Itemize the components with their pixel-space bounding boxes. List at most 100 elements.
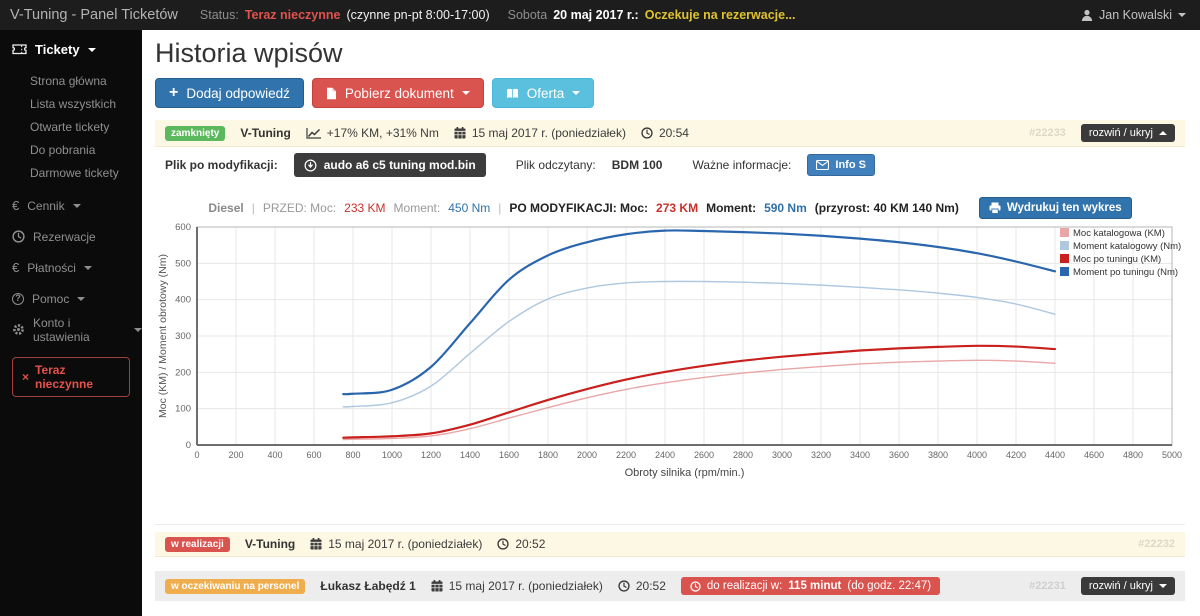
after-torque-label: Moment:	[706, 201, 757, 215]
tickets-submenu: Strona główna Lista wszystkich Otwarte t…	[0, 69, 142, 184]
status-label: Status:	[199, 8, 239, 22]
chevron-down-icon	[134, 327, 142, 332]
sidebar-item-help[interactable]: ? Pomoc	[0, 283, 142, 314]
question-icon: ?	[12, 292, 24, 305]
closed-now-button[interactable]: × Teraz nieczynne	[12, 357, 130, 397]
svg-text:800: 800	[345, 450, 360, 460]
svg-text:4200: 4200	[1006, 450, 1026, 460]
calendar-icon	[454, 127, 466, 139]
ticket-time: 20:52	[618, 579, 666, 593]
user-name: Jan Kowalski	[1099, 8, 1172, 22]
app-title: V-Tuning - Panel Ticketów	[10, 7, 178, 23]
sidebar-item-reservations[interactable]: Rezerwacje	[0, 221, 142, 252]
clock-icon	[12, 230, 25, 243]
info-button[interactable]: Info S	[807, 154, 875, 176]
svg-text:100: 100	[175, 404, 191, 415]
page-title: Historia wpisów	[155, 38, 343, 68]
close-icon: ×	[22, 370, 30, 384]
gear-icon	[12, 323, 25, 336]
sidebar-item-label: Pomoc	[32, 291, 70, 306]
ticket-date: 15 maj 2017 r. (poniedziałek)	[310, 537, 482, 551]
print-chart-button[interactable]: Wydrukuj ten wykres	[978, 197, 1132, 219]
ticket-id: #22233	[1029, 127, 1066, 139]
after-power: 273 KM	[656, 201, 699, 215]
svg-text:1200: 1200	[421, 450, 441, 460]
download-file-button[interactable]: audo a6 c5 tuning mod.bin	[293, 153, 486, 177]
svg-text:3200: 3200	[811, 450, 831, 460]
chevron-down-icon	[87, 47, 96, 52]
reservation-note-link[interactable]: Oczekuje na rezerwacje...	[644, 8, 796, 22]
sidebar-item-payments[interactable]: € Płatności	[0, 252, 142, 283]
calendar-icon	[310, 538, 322, 550]
user-icon	[1081, 9, 1093, 22]
sidebar-item-all-list[interactable]: Lista wszystkich	[0, 92, 142, 115]
file-modified-label: Plik po modyfikacji:	[165, 158, 278, 172]
important-info-label: Ważne informacje:	[692, 158, 792, 172]
day-name: Sobota	[507, 8, 548, 22]
ticket-row: w realizacji V-Tuning 15 maj 2017 r. (po…	[155, 532, 1185, 557]
sidebar-item-tickets[interactable]: Tickety	[0, 34, 142, 65]
after-torque: 590 Nm	[764, 201, 807, 215]
sidebar-item-open-tickets[interactable]: Otwarte tickety	[0, 115, 142, 138]
chevron-down-icon	[1178, 13, 1186, 17]
offer-label: Oferta	[526, 85, 565, 101]
svg-text:200: 200	[175, 367, 191, 378]
date-text: 15 maj 2017 r. (poniedziałek)	[471, 126, 626, 140]
action-buttons: + Dodaj odpowiedź Pobierz dokument Ofert…	[155, 78, 1185, 108]
ticket-id: #22231	[1029, 580, 1066, 592]
svg-text:200: 200	[228, 450, 243, 460]
svg-text:0: 0	[194, 450, 199, 460]
before-label: PRZED: Moc:	[262, 201, 337, 215]
print-chart-label: Wydrukuj ten wykres	[1006, 202, 1122, 214]
sidebar-item-label: Cennik	[27, 198, 65, 213]
gain-summary: (przyrost: 40 KM 140 Nm)	[814, 201, 959, 215]
chevron-down-icon	[72, 203, 81, 208]
sidebar-item-pricing[interactable]: € Cennik	[0, 190, 142, 221]
file-info-row: Plik po modyfikacji: audo a6 c5 tuning m…	[155, 147, 1185, 183]
sidebar-item-label: Konto i ustawienia	[33, 315, 90, 344]
svg-text:Obroty silnika (rpm/min.): Obroty silnika (rpm/min.)	[625, 467, 745, 479]
sidebar-item-account-settings[interactable]: Konto i ustawienia	[0, 314, 142, 345]
sidebar-item-downloads[interactable]: Do pobrania	[0, 138, 142, 161]
svg-text:2600: 2600	[694, 450, 714, 460]
sidebar-item-free-tickets[interactable]: Darmowe tickety	[0, 161, 142, 184]
file-read-label: Plik odczytany:	[515, 158, 596, 172]
ticket-row: zamknięty V-Tuning +17% KM, +31% Nm 15 m…	[155, 120, 1185, 147]
svg-text:500: 500	[175, 258, 191, 269]
clock-icon	[690, 580, 701, 592]
chevron-down-icon	[461, 91, 470, 95]
svg-text:600: 600	[306, 450, 321, 460]
download-icon	[304, 159, 317, 172]
svg-text:3800: 3800	[928, 450, 948, 460]
gain-text: +17% KM, +31% Nm	[326, 126, 439, 140]
closed-now-label: Teraz nieczynne	[35, 363, 94, 391]
date-text: 15 maj 2017 r. (poniedziałek)	[448, 579, 603, 593]
expand-collapse-button[interactable]: rozwiń / ukryj	[1080, 577, 1175, 595]
sidebar-item-label: Do pobrania	[30, 142, 96, 157]
download-document-button[interactable]: Pobierz dokument	[311, 78, 484, 108]
file-name: audo a6 c5 tuning mod.bin	[323, 158, 476, 172]
after-label: PO MODYFIKACJI: Moc:	[509, 201, 649, 215]
chart-summary: Diesel | PRZED: Moc: 233 KM Moment: 450 …	[155, 197, 1185, 219]
main-content: Historia wpisów + Dodaj odpowiedź Pobier…	[142, 30, 1200, 616]
add-reply-button[interactable]: + Dodaj odpowiedź	[155, 78, 304, 108]
printer-icon	[989, 202, 1001, 214]
date-area: Sobota 20 maj 2017 r.: Oczekuje na rezer…	[508, 8, 796, 22]
svg-text:Moc katalogowa (KM): Moc katalogowa (KM)	[1073, 228, 1165, 239]
svg-text:400: 400	[267, 450, 282, 460]
clock-icon	[497, 538, 510, 550]
sidebar-item-label: Tickety	[35, 42, 80, 57]
svg-text:2800: 2800	[733, 450, 753, 460]
chevron-down-icon	[572, 91, 581, 95]
offer-button[interactable]: Oferta	[491, 78, 595, 108]
svg-text:1000: 1000	[382, 450, 402, 460]
sidebar-item-home[interactable]: Strona główna	[0, 69, 142, 92]
fuel-type: Diesel	[208, 201, 244, 215]
tuning-chart: 0 200 400 600 800 1000 1200 1400 1600 1800 2000 220…	[155, 221, 1185, 484]
sidebar-item-label: Strona główna	[30, 73, 107, 88]
user-menu[interactable]: Jan Kowalski	[1081, 8, 1186, 22]
svg-text:Moment katalogowy (Nm): Moment katalogowy (Nm)	[1073, 241, 1181, 252]
svg-text:1400: 1400	[460, 450, 480, 460]
expand-collapse-button[interactable]: rozwiń / ukryj	[1080, 124, 1175, 142]
calendar-icon	[431, 580, 443, 592]
